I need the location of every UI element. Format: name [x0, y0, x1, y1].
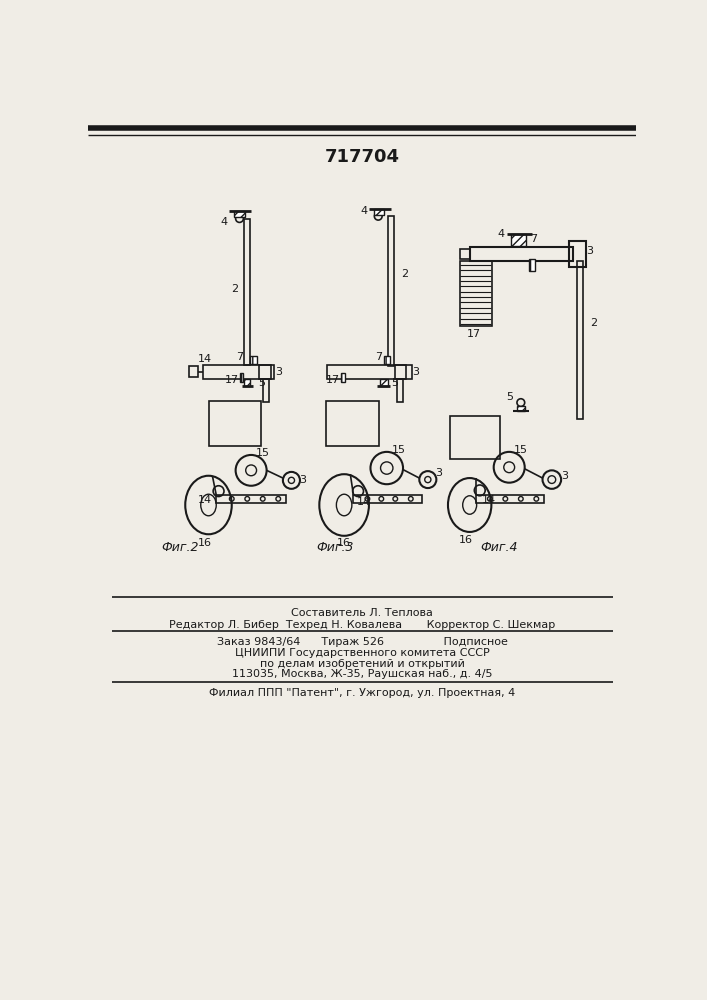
- Bar: [259, 365, 274, 379]
- Bar: [244, 379, 250, 386]
- Bar: [529, 259, 534, 271]
- Text: 14: 14: [197, 495, 211, 505]
- Text: 16: 16: [198, 538, 211, 548]
- Bar: [244, 219, 250, 365]
- Bar: [380, 379, 387, 386]
- Bar: [476, 495, 544, 503]
- Text: 2: 2: [231, 284, 238, 294]
- Bar: [203, 365, 271, 379]
- Bar: [209, 401, 261, 446]
- Text: 3: 3: [586, 246, 593, 256]
- Text: 17: 17: [467, 329, 481, 339]
- Text: 3: 3: [436, 468, 442, 478]
- Text: Составитель Л. Теплова: Составитель Л. Теплова: [291, 608, 433, 618]
- Text: 7: 7: [375, 352, 382, 362]
- Bar: [387, 216, 394, 366]
- Text: 5: 5: [506, 392, 513, 402]
- Text: ЦНИИПИ Государственного комитета СССР: ЦНИИПИ Государственного комитета СССР: [235, 648, 489, 658]
- Text: 16: 16: [459, 535, 473, 545]
- Text: 3: 3: [275, 367, 282, 377]
- Text: 17: 17: [326, 375, 340, 385]
- Bar: [577, 261, 583, 419]
- Text: 113035, Москва, Ж-35, Раушская наб., д. 4/5: 113035, Москва, Ж-35, Раушская наб., д. …: [232, 669, 492, 679]
- Text: 3: 3: [300, 475, 307, 485]
- Bar: [384, 356, 390, 364]
- Bar: [460, 249, 469, 259]
- Bar: [517, 406, 525, 411]
- Text: Фиг.3: Фиг.3: [316, 541, 354, 554]
- Text: 4: 4: [221, 217, 228, 227]
- Bar: [469, 247, 573, 261]
- Text: Филиал ППП "Патент", г. Ужгород, ул. Проектная, 4: Филиал ППП "Патент", г. Ужгород, ул. Про…: [209, 688, 515, 698]
- Bar: [240, 373, 243, 382]
- Bar: [397, 379, 403, 402]
- Text: по делам изобретений и открытий: по делам изобретений и открытий: [259, 659, 464, 669]
- Text: 17: 17: [225, 375, 239, 385]
- Bar: [395, 365, 411, 379]
- Text: Фиг.2: Фиг.2: [161, 541, 199, 554]
- Text: 15: 15: [256, 448, 270, 458]
- Text: 14: 14: [197, 354, 211, 364]
- Text: 3: 3: [412, 367, 419, 377]
- Bar: [327, 365, 406, 379]
- Bar: [354, 495, 421, 503]
- Text: 2: 2: [401, 269, 408, 279]
- Bar: [510, 234, 526, 246]
- Bar: [373, 209, 385, 215]
- Bar: [189, 366, 199, 377]
- Text: 4: 4: [360, 206, 367, 216]
- Bar: [460, 261, 492, 326]
- Bar: [234, 211, 245, 217]
- Text: 14: 14: [357, 497, 371, 507]
- Bar: [250, 356, 257, 364]
- Text: Заказ 9843/64      Тираж 526                 Подписное: Заказ 9843/64 Тираж 526 Подписное: [216, 637, 508, 647]
- Bar: [216, 495, 286, 503]
- Text: 3: 3: [561, 471, 568, 481]
- Text: 5: 5: [391, 378, 398, 388]
- Text: 7: 7: [236, 352, 243, 362]
- Text: 5: 5: [257, 378, 264, 388]
- Text: 15: 15: [514, 445, 528, 455]
- Text: Фиг.4: Фиг.4: [480, 541, 518, 554]
- Bar: [263, 379, 269, 402]
- Text: 2: 2: [590, 318, 597, 328]
- Text: 16: 16: [337, 538, 351, 548]
- Text: 15: 15: [392, 445, 405, 455]
- Bar: [569, 241, 586, 267]
- Text: 717704: 717704: [325, 148, 399, 166]
- Text: 7: 7: [530, 234, 537, 244]
- Text: Редактор Л. Бибер  Техред Н. Ковалева       Корректор С. Шекмар: Редактор Л. Бибер Техред Н. Ковалева Кор…: [169, 620, 555, 630]
- Text: 14: 14: [482, 495, 496, 505]
- Text: 4: 4: [498, 229, 505, 239]
- Bar: [341, 373, 345, 382]
- Bar: [450, 416, 500, 459]
- Bar: [327, 401, 379, 446]
